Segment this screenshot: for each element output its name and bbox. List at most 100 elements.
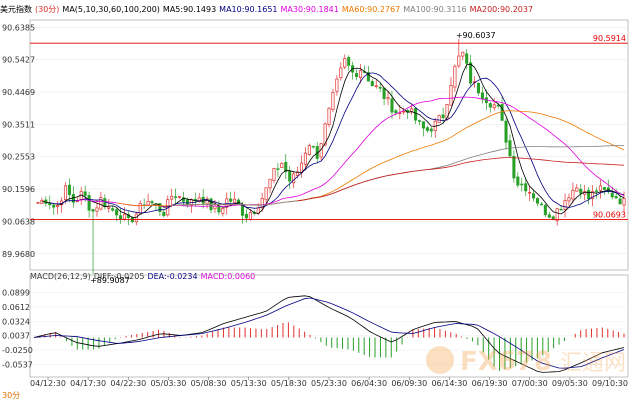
candle-body (213, 205, 217, 210)
candle-body (323, 123, 327, 146)
candle-body (370, 81, 374, 87)
x-tick-label: 06/04:30 (351, 379, 387, 388)
candle-body (260, 198, 264, 209)
candle-body (95, 207, 99, 212)
candle-body (591, 191, 595, 199)
candle-body (374, 85, 378, 87)
candle-body (292, 173, 296, 184)
price-tick-label: 90.4469 (2, 88, 35, 97)
candle-body (296, 171, 300, 176)
ma-params: MA(5,10,30,60,100,200) (62, 5, 160, 14)
candle-body (571, 189, 575, 200)
x-tick-label: 09/05:30 (552, 379, 588, 388)
candle-body (307, 145, 311, 156)
candle-body (453, 65, 457, 88)
candle-body (99, 197, 103, 210)
candle-body (602, 187, 606, 190)
candle-body (421, 121, 425, 129)
candle-body (476, 83, 481, 94)
price-tick-label: 90.0638 (2, 217, 35, 226)
candle-body (539, 203, 543, 206)
x-tick-label: 04/22:30 (110, 379, 146, 388)
price-panel-frame (29, 19, 629, 271)
price-tick-label: 90.5427 (2, 56, 35, 65)
x-tick-label: 05/03:30 (150, 379, 186, 388)
ma5-line (41, 63, 625, 218)
watermark-cn: 汇通网 (560, 351, 626, 376)
x-tick-label: 05/08:30 (191, 379, 227, 388)
candle-body (567, 197, 571, 202)
ma30-value: MA30:90.1841 (280, 5, 339, 14)
candle-body (520, 183, 524, 186)
macd-dea: DEA:-0.0234 (147, 272, 198, 281)
watermark-text: FX678 (460, 347, 552, 377)
candle-body (480, 92, 484, 99)
ma10-value: MA10:90.1651 (219, 5, 278, 14)
candle-body (528, 192, 532, 194)
low-annotation: +89.9087 (90, 276, 130, 285)
ma200-value: MA200:90.2037 (469, 5, 534, 14)
candle-body (115, 209, 119, 216)
price-tick-label: 89.9680 (2, 250, 35, 259)
candle-body (63, 185, 68, 200)
x-tick-label: 06/19:30 (472, 379, 508, 388)
candle-body (83, 191, 87, 196)
candle-body (532, 193, 536, 199)
x-tick-label: 04/12:30 (30, 379, 66, 388)
ma100-value: MA100:90.3116 (403, 5, 467, 14)
candle-body (335, 78, 339, 92)
candle-body (614, 196, 618, 199)
candle-body (233, 198, 237, 204)
macd-dea-line (33, 297, 625, 369)
candle-body (327, 107, 331, 125)
ma60-line (116, 110, 625, 207)
price-tick-label: 90.3511 (2, 120, 35, 129)
candle-body (67, 184, 71, 195)
candle-body (516, 176, 520, 186)
candle-body (288, 170, 292, 182)
candle-body (366, 72, 370, 82)
candle-body (36, 202, 40, 204)
x-tick-label: 06/14:30 (431, 379, 467, 388)
candle-body (437, 115, 441, 123)
candle-body (185, 199, 189, 205)
ma30-line (77, 96, 625, 207)
candle-body (417, 120, 422, 122)
candle-body (469, 62, 473, 84)
candle-body (402, 110, 406, 113)
macd-tick-label: 0.0037 (2, 332, 30, 341)
watermark-globe-icon (426, 346, 454, 374)
candle-body (91, 209, 95, 212)
candle-body (244, 213, 248, 219)
candle-body (158, 203, 162, 212)
ma100-line (167, 145, 624, 206)
x-tick-label: 06/09:30 (391, 379, 427, 388)
candle-body (339, 67, 343, 79)
candle-body (378, 87, 382, 89)
macd-tick-label: -0.0250 (2, 346, 33, 355)
candle-body (217, 205, 221, 213)
candle-body (394, 110, 398, 114)
candle-body (331, 91, 335, 110)
price-tick-label: 90.1596 (2, 185, 35, 194)
candle-body (512, 156, 516, 179)
x-tick-label: 07/00:30 (512, 379, 548, 388)
reference-hline-label: 90.5914 (593, 34, 626, 43)
price-tick-label: 90.6385 (2, 23, 35, 32)
high-annotation: +90.6037 (456, 31, 496, 40)
candle-body (543, 204, 547, 216)
candle-body (449, 85, 453, 106)
candle-body (390, 98, 394, 113)
candle-body (425, 127, 429, 131)
candle-body (563, 200, 567, 210)
candle-body (52, 204, 56, 208)
candle-body (150, 201, 154, 204)
candle-body (465, 53, 469, 64)
candle-body (107, 206, 111, 209)
candle-body (264, 187, 268, 201)
candle-body (174, 196, 178, 198)
candle-body (579, 188, 583, 194)
macd-tick-label: -0.0537 (2, 360, 33, 369)
candle-body (559, 209, 563, 211)
